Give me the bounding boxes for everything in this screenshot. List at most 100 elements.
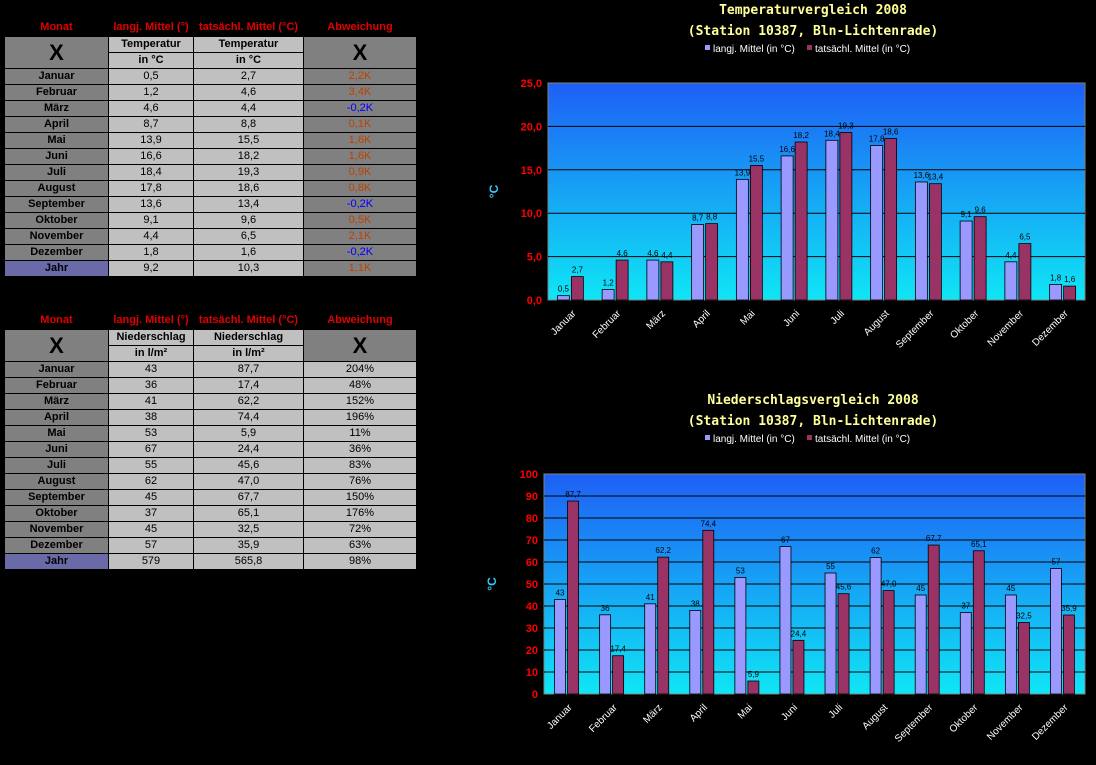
cell-deviation: -0,2K (303, 100, 417, 117)
y-tick-label: 20,0 (521, 121, 542, 133)
sub-unit-avg: in °C (108, 52, 194, 69)
x-tick-label: September (894, 308, 937, 351)
data-label: 47,0 (881, 580, 897, 589)
data-label: 4,6 (617, 249, 629, 258)
cell-longterm-avg: 62 (108, 473, 194, 490)
bar-longterm-avg (780, 155, 794, 301)
cell-month: Januar (4, 68, 109, 85)
y-tick-label: 90 (526, 491, 538, 503)
cell-deviation: 98% (303, 553, 417, 570)
x-tick-label: Dezember (1030, 702, 1071, 743)
cell-actual-avg: 87,7 (193, 361, 304, 378)
y-tick-label: 60 (526, 557, 538, 569)
cell-longterm-avg: 53 (108, 425, 194, 442)
data-label: 18,4 (824, 129, 840, 138)
cell-month: Februar (4, 377, 109, 394)
cell-longterm-avg: 17,8 (108, 180, 194, 197)
cell-deviation: 48% (303, 377, 417, 394)
cell-actual-avg: 13,4 (193, 196, 304, 213)
cell-actual-avg: 5,9 (193, 425, 304, 442)
x-tick-label: November (985, 702, 1026, 743)
x-tick-label: August (862, 308, 892, 338)
table-row: November 45 32,5 72% (4, 521, 417, 538)
cell-deviation: 36% (303, 441, 417, 458)
bar-longterm-avg (691, 224, 705, 301)
x-tick-label: Juli (829, 308, 847, 326)
bar-longterm-avg (556, 295, 570, 301)
bar-longterm-avg (601, 289, 615, 301)
legend-label-avg: langj. Mittel (in °C) (713, 44, 795, 55)
header-month: Monat (4, 18, 109, 37)
cell-deviation: 63% (303, 537, 417, 554)
table-row: Juni 67 24,4 36% (4, 441, 417, 458)
cell-actual-avg: 10,3 (193, 260, 304, 277)
bar-longterm-avg (959, 612, 972, 695)
y-axis-label: °C (485, 577, 499, 591)
data-label: 53 (736, 566, 745, 575)
cell-deviation: -0,2K (303, 196, 417, 213)
x-tick-label: Oktober (948, 308, 981, 341)
cell-deviation: 1,6K (303, 148, 417, 165)
temperature-chart: Temperaturvergleich 2008 (Station 10387, … (487, 3, 1086, 351)
cell-actual-avg: 24,4 (193, 441, 304, 458)
header-deviation: Abweichung (303, 18, 417, 37)
cell-month: Dezember (4, 537, 109, 554)
cell-longterm-avg: 13,6 (108, 196, 194, 213)
cell-longterm-avg: 43 (108, 361, 194, 378)
y-tick-label: 10 (526, 667, 538, 679)
bar-longterm-avg (914, 594, 927, 695)
data-label: 18,6 (883, 128, 899, 137)
bar-actual-avg (1063, 285, 1077, 301)
bar-longterm-avg (644, 603, 657, 695)
cell-actual-avg: 62,2 (193, 393, 304, 410)
data-label: 43 (556, 588, 565, 597)
cell-longterm-avg: 9,2 (108, 260, 194, 277)
bar-actual-avg (705, 223, 719, 301)
cell-longterm-avg: 4,6 (108, 100, 194, 117)
cell-actual-avg: 18,6 (193, 180, 304, 197)
bar-actual-avg (570, 276, 584, 301)
sub-unit-actual: in l/m² (193, 345, 304, 362)
cell-actual-avg: 74,4 (193, 409, 304, 426)
cell-month: August (4, 180, 109, 197)
table-row: Dezember 1,8 1,6 -0,2K (4, 244, 417, 261)
data-label: 45 (916, 584, 925, 593)
data-label: 57 (1052, 558, 1061, 567)
x-tick-label: Mai (736, 702, 755, 721)
bar-longterm-avg (779, 546, 792, 695)
x-tick-label: Juni (781, 308, 802, 329)
cell-longterm-avg: 13,9 (108, 132, 194, 149)
bar-longterm-avg (1004, 594, 1017, 695)
cell-longterm-avg: 579 (108, 553, 194, 570)
cell-deviation: 150% (303, 489, 417, 506)
cell-deviation: 176% (303, 505, 417, 522)
legend-label-avg: langj. Mittel (in °C) (713, 434, 795, 445)
data-label: 8,8 (706, 213, 718, 222)
data-label: 1,2 (603, 279, 615, 288)
data-label: 9,6 (975, 206, 987, 215)
cell-deviation: 0,5K (303, 212, 417, 229)
y-tick-label: 0,0 (527, 295, 542, 307)
bar-actual-avg (702, 529, 715, 695)
cell-month: September (4, 489, 109, 506)
header-deviation: Abweichung (303, 311, 417, 330)
cell-month: Januar (4, 361, 109, 378)
table-row: September 13,6 13,4 -0,2K (4, 196, 417, 213)
bar-actual-avg (794, 141, 808, 301)
cell-deviation: 83% (303, 457, 417, 474)
data-label: 45,6 (836, 583, 852, 592)
cell-longterm-avg: 0,5 (108, 68, 194, 85)
cell-longterm-avg: 9,1 (108, 212, 194, 229)
data-label: 13,4 (928, 173, 944, 182)
data-label: 55 (826, 562, 835, 571)
bar-actual-avg (792, 639, 805, 695)
cell-actual-avg: 65,1 (193, 505, 304, 522)
bar-longterm-avg (1050, 568, 1062, 695)
y-tick-label: 20 (526, 645, 538, 657)
x-tick-label: Februar (591, 308, 624, 341)
table-row: April 38 74,4 196% (4, 409, 417, 426)
chart-title: Temperaturvergleich 2008 (719, 3, 907, 18)
precipitation-chart: Niederschlagsvergleich 2008 (Station 1038… (485, 393, 1086, 745)
x-tick-label: Juli (827, 702, 845, 720)
data-label: 19,3 (838, 121, 854, 130)
